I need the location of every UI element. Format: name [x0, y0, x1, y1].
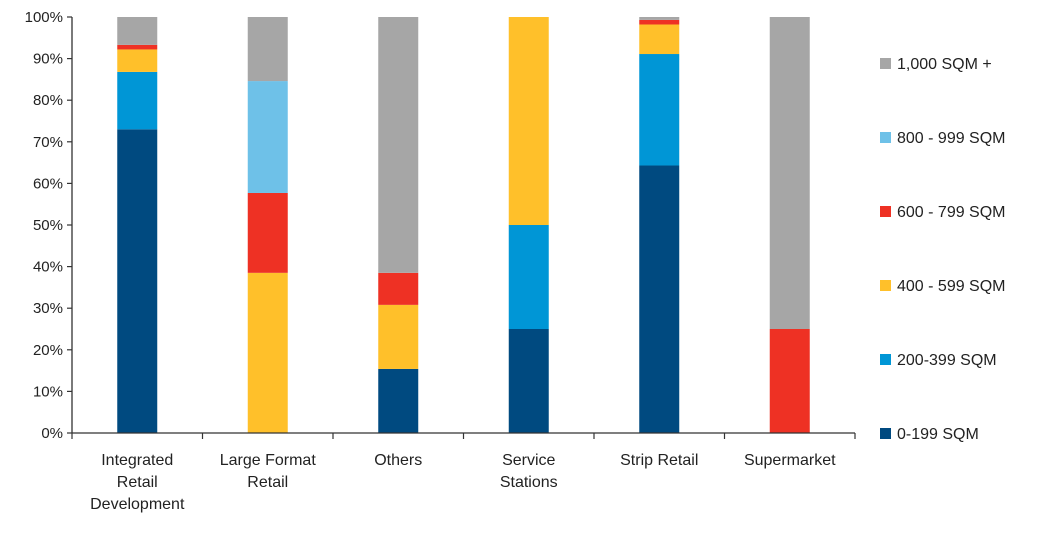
bar-segment	[117, 49, 158, 72]
legend-label: 1,000 SQM +	[897, 56, 992, 73]
legend-item: 0-199 SQM	[880, 426, 979, 443]
x-tick-label: Strip Retail	[620, 452, 698, 469]
bar-segment	[117, 71, 158, 130]
legend-label: 0-199 SQM	[897, 426, 979, 443]
y-tick-label: 10%	[33, 383, 63, 400]
legend-swatch	[880, 132, 891, 143]
legend-swatch	[880, 280, 891, 291]
y-tick-label: 60%	[33, 175, 63, 192]
legend: 1,000 SQM + 800 - 999 SQM 600 - 799 SQM 400…	[880, 56, 1006, 443]
bar-segment	[508, 17, 549, 225]
bar-segment	[247, 192, 288, 273]
y-tick-label: 20%	[33, 342, 63, 359]
bar-segment	[378, 368, 419, 433]
y-tick-label: 100%	[25, 9, 63, 26]
y-tick-label: 50%	[33, 217, 63, 234]
bar-segment	[639, 17, 680, 20]
bar-segment	[247, 17, 288, 82]
legend-label: 400 - 599 SQM	[897, 278, 1006, 295]
legend-label: 600 - 799 SQM	[897, 204, 1006, 221]
legend-swatch	[880, 206, 891, 217]
legend-label: 200-399 SQM	[897, 352, 997, 369]
legend-label: 800 - 999 SQM	[897, 130, 1006, 147]
bar-segment	[639, 19, 680, 25]
bar-segment	[508, 225, 549, 329]
axes-group: 0% 10% 20% 30% 40% 50% 60% 70% 80% 90% 100% Integra…	[25, 9, 856, 513]
legend-item: 800 - 999 SQM	[880, 130, 1006, 147]
y-tick-label: 90%	[33, 51, 63, 68]
legend-swatch	[880, 354, 891, 365]
bar-segment	[378, 17, 419, 273]
x-tick-label: Supermarket	[744, 452, 836, 469]
bar-segment	[247, 81, 288, 193]
bar-segment	[639, 165, 680, 433]
legend-item: 400 - 599 SQM	[880, 278, 1006, 295]
y-tick-label: 30%	[33, 300, 63, 317]
x-tick-label: Service Stations	[500, 452, 558, 491]
bar-segment	[378, 304, 419, 369]
bar-segment	[508, 329, 549, 433]
bar-segment	[769, 17, 810, 329]
bar-segment	[117, 129, 158, 433]
bar-segment	[247, 272, 288, 433]
y-tick-label: 70%	[33, 134, 63, 151]
y-tick-label: 80%	[33, 92, 63, 109]
bar-segment	[639, 54, 680, 166]
bar-segment	[769, 329, 810, 433]
bar-segment	[117, 44, 158, 50]
y-tick-label: 0%	[41, 425, 63, 442]
bar-segment	[117, 17, 158, 45]
x-tick-label: Large Format Retail	[220, 452, 317, 491]
y-tick-label: 40%	[33, 259, 63, 276]
legend-swatch	[880, 58, 891, 69]
legend-item: 600 - 799 SQM	[880, 204, 1006, 221]
x-tick-label: Others	[374, 452, 422, 469]
legend-swatch	[880, 428, 891, 439]
bar-segment	[378, 272, 419, 305]
bar-segment	[639, 24, 680, 55]
legend-item: 200-399 SQM	[880, 352, 997, 369]
bars-group	[117, 17, 810, 433]
x-tick-label: Integrated Retail Development	[90, 452, 185, 513]
legend-item: 1,000 SQM +	[880, 56, 992, 73]
